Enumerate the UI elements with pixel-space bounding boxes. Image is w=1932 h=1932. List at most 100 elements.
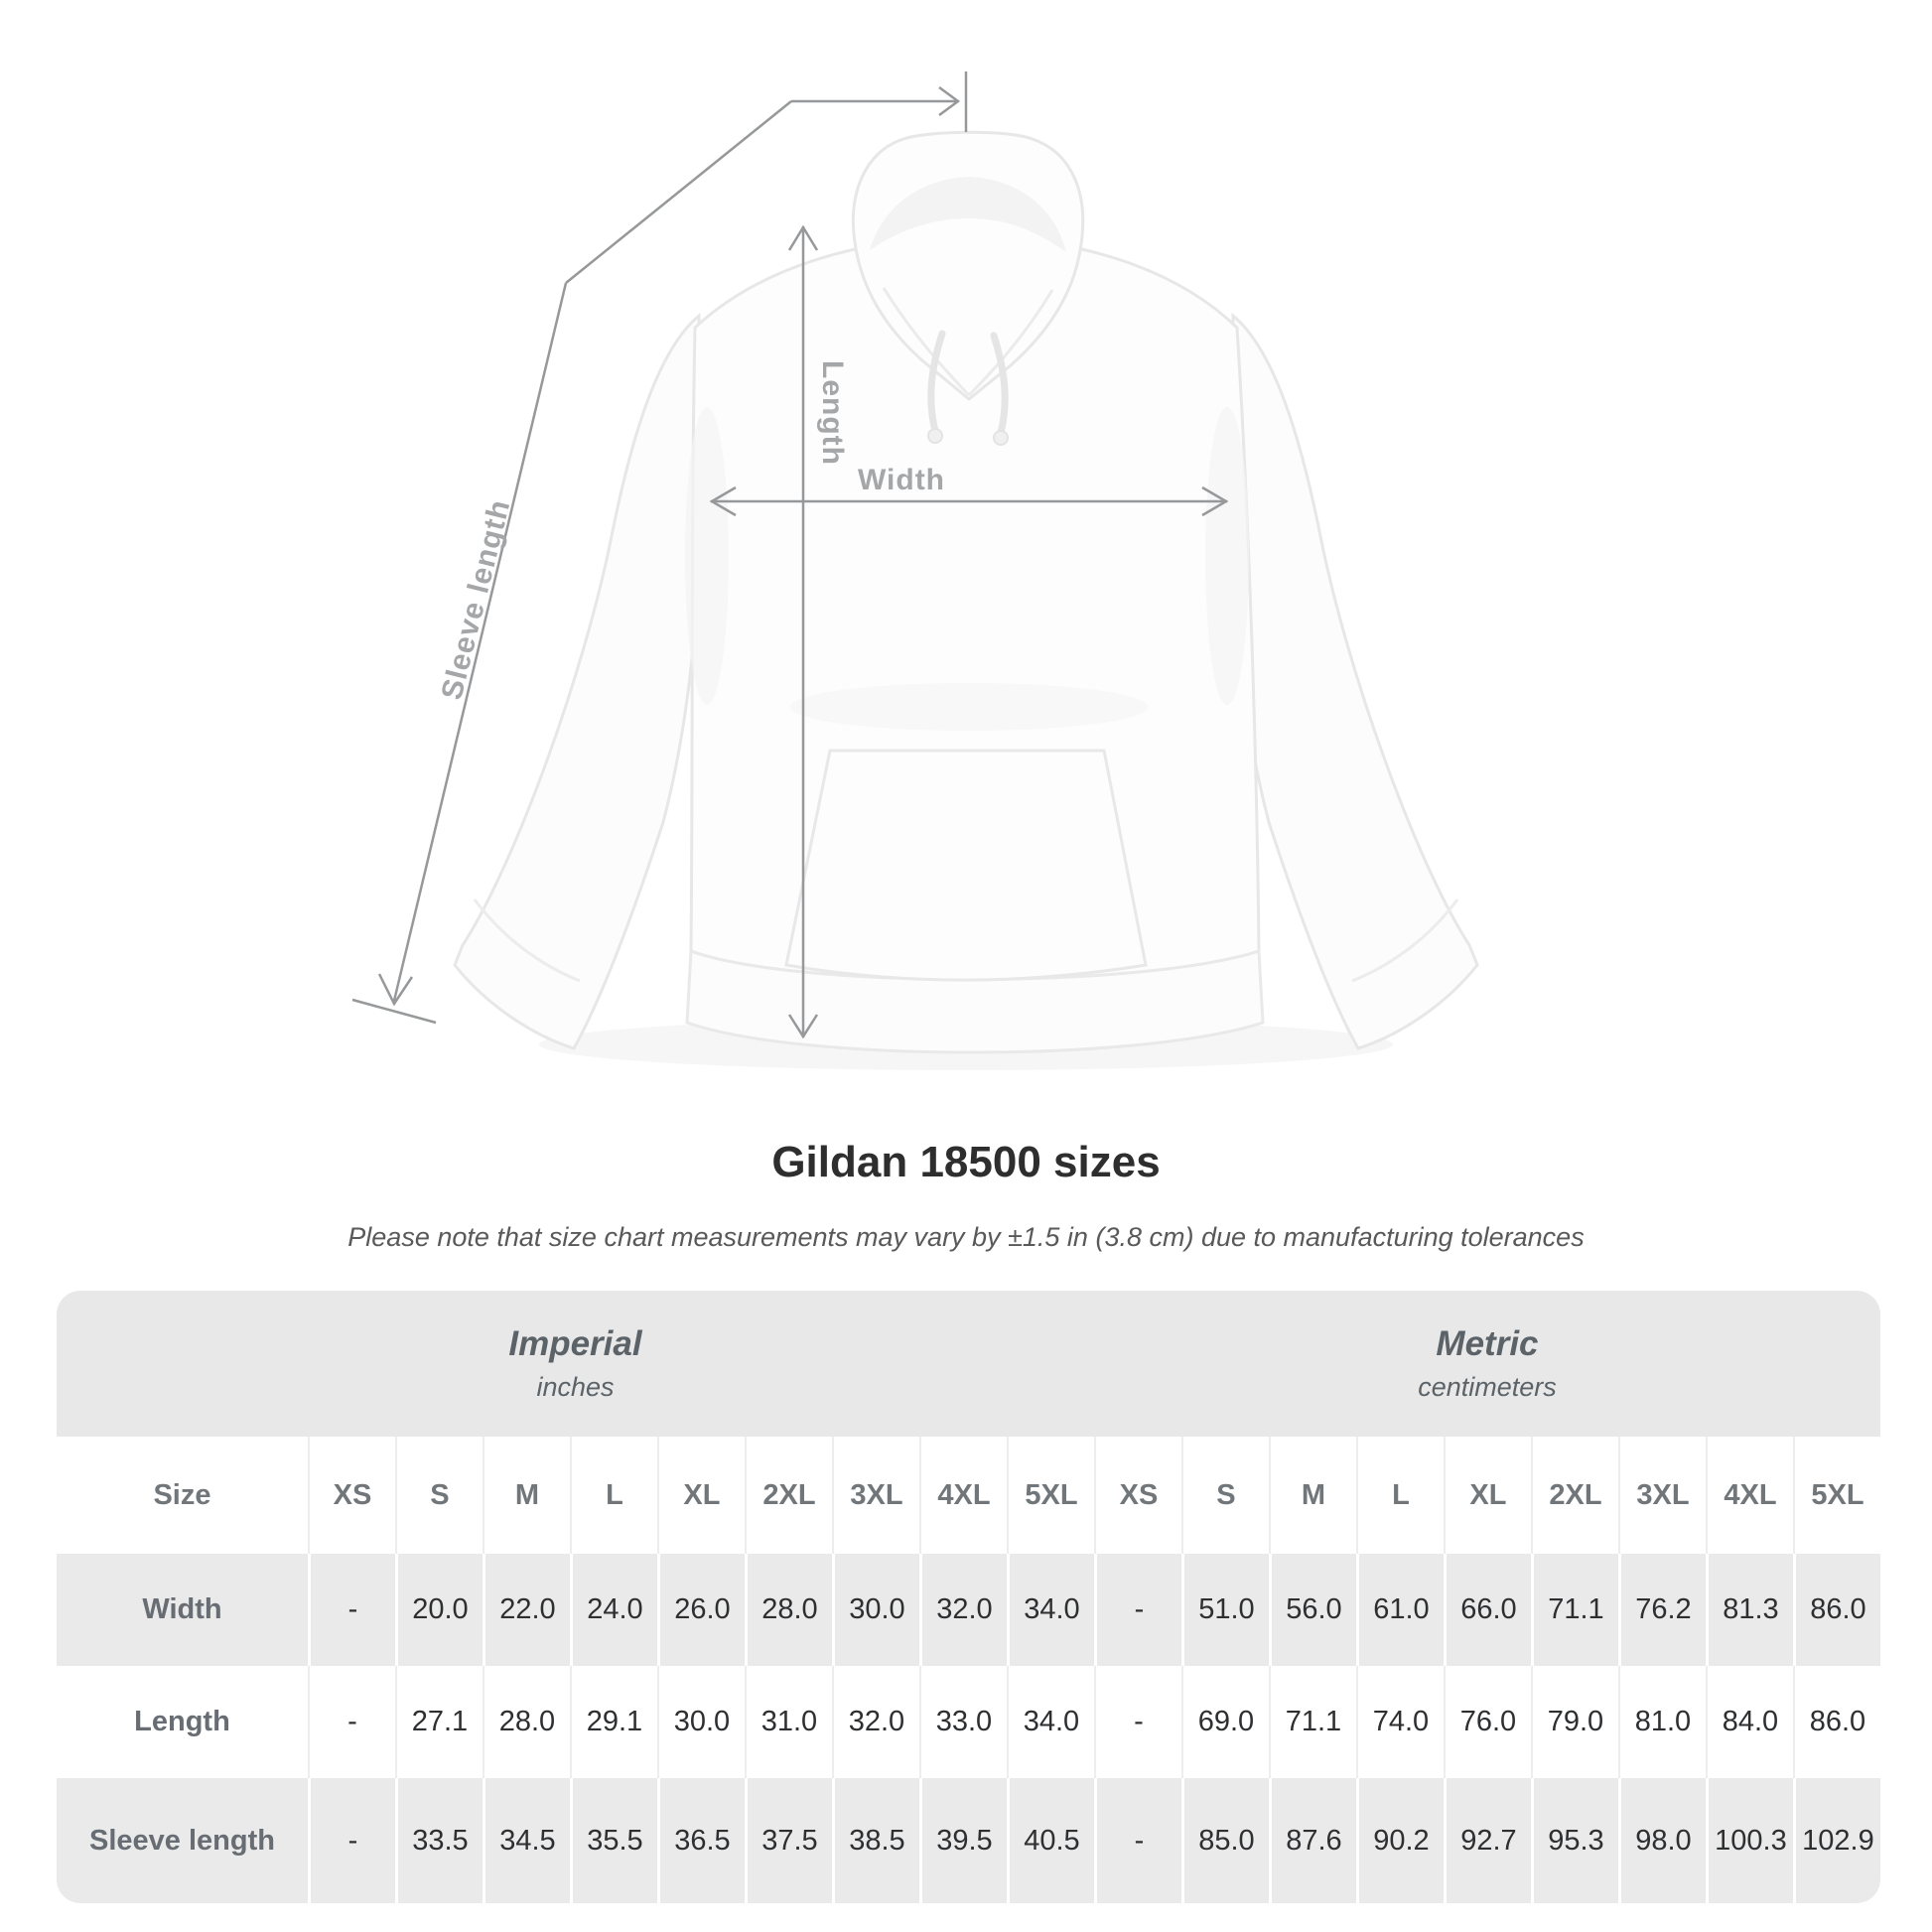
imperial-group-header: Imperial inches xyxy=(57,1291,1094,1437)
tolerance-note: Please note that size chart measurements… xyxy=(347,1222,1585,1252)
value-cell: 39.5 xyxy=(918,1778,1007,1903)
value-cell: 74.0 xyxy=(1355,1666,1444,1778)
size-header-metric-s: S xyxy=(1180,1437,1269,1554)
value-cell: 66.0 xyxy=(1443,1554,1531,1666)
drawstring-left-knot xyxy=(927,428,943,444)
value-cell: 98.0 xyxy=(1617,1778,1706,1903)
size-column-header: Size xyxy=(153,1478,211,1511)
row-label-sleeve-length: Sleeve length xyxy=(88,1824,275,1857)
row-label-width: Width xyxy=(142,1593,222,1625)
hood-opening-shadow xyxy=(870,177,1066,252)
value-cell: 36.5 xyxy=(656,1778,745,1903)
right-cuff-seam xyxy=(1351,898,1459,983)
value-cell: - xyxy=(1093,1554,1181,1666)
page-title: Gildan 18500 sizes xyxy=(771,1138,1161,1186)
value-cell: 86.0 xyxy=(1792,1666,1880,1778)
value-cell: 32.0 xyxy=(831,1666,919,1778)
size-header-imperial-s: S xyxy=(394,1437,483,1554)
length-top-arrowhead xyxy=(787,224,819,251)
value-cell: - xyxy=(307,1666,395,1778)
table-row-length: Length - 27.1 28.0 29.1 30.0 31.0 32.0 3… xyxy=(57,1666,1880,1778)
size-header-imperial-xl: XL xyxy=(656,1437,745,1554)
width-left-arrowhead xyxy=(709,485,737,517)
value-cell: 71.1 xyxy=(1530,1554,1618,1666)
length-label: Length xyxy=(816,360,849,466)
size-header-imperial-5xl: 5XL xyxy=(1006,1437,1094,1554)
size-header-metric-2xl: 2XL xyxy=(1530,1437,1618,1554)
value-cell: 81.0 xyxy=(1617,1666,1706,1778)
value-cell: 24.0 xyxy=(569,1554,657,1666)
value-cell: 32.0 xyxy=(918,1554,1007,1666)
value-cell: - xyxy=(307,1554,395,1666)
width-label: Width xyxy=(857,464,946,496)
measurement-lines xyxy=(351,71,1229,1039)
right-sleeve-shape xyxy=(1230,312,1479,1050)
sleeve-length-bottom-arrowhead xyxy=(377,973,414,1007)
value-cell: 29.1 xyxy=(569,1666,657,1778)
value-cell: 20.0 xyxy=(394,1554,483,1666)
value-cell: - xyxy=(1093,1778,1181,1903)
value-cell: 37.5 xyxy=(744,1778,832,1903)
sleeve-length-right-arrowhead xyxy=(938,85,961,117)
value-cell: 76.0 xyxy=(1443,1666,1531,1778)
size-header-metric-3xl: 3XL xyxy=(1617,1437,1706,1554)
value-cell: 87.6 xyxy=(1268,1778,1356,1903)
drawstring-right-knot xyxy=(993,430,1009,446)
value-cell: 28.0 xyxy=(482,1666,570,1778)
value-cell: 81.3 xyxy=(1705,1554,1793,1666)
value-cell: 92.7 xyxy=(1443,1778,1531,1903)
value-cell: - xyxy=(307,1778,395,1903)
size-header-metric-5xl: 5XL xyxy=(1792,1437,1880,1554)
left-sleeve-shape xyxy=(453,312,702,1050)
metric-group-unit: centimeters xyxy=(1418,1372,1557,1402)
size-table: Imperial inches Metric centimeters Size … xyxy=(57,1291,1880,1903)
hoodie-illustration xyxy=(351,71,1479,1054)
value-cell: 35.5 xyxy=(569,1778,657,1903)
value-cell: 40.5 xyxy=(1006,1778,1094,1903)
value-cell: 22.0 xyxy=(482,1554,570,1666)
size-header-metric-xl: XL xyxy=(1443,1437,1531,1554)
imperial-group-unit: inches xyxy=(536,1372,615,1402)
value-cell: 30.0 xyxy=(831,1554,919,1666)
value-cell: 28.0 xyxy=(744,1554,832,1666)
size-header-metric-4xl: 4XL xyxy=(1705,1437,1793,1554)
value-cell: 38.5 xyxy=(831,1778,919,1903)
value-cell: 34.0 xyxy=(1006,1554,1094,1666)
width-right-arrowhead xyxy=(1201,485,1229,517)
value-cell: 26.0 xyxy=(656,1554,745,1666)
value-cell: 33.0 xyxy=(918,1666,1007,1778)
size-header-metric-xs: XS xyxy=(1093,1437,1181,1554)
value-cell: 79.0 xyxy=(1530,1666,1618,1778)
value-cell: 100.3 xyxy=(1705,1778,1793,1903)
size-header-imperial-3xl: 3XL xyxy=(831,1437,919,1554)
value-cell: 102.9 xyxy=(1792,1778,1880,1903)
size-header-imperial-m: M xyxy=(482,1437,570,1554)
value-cell: 90.2 xyxy=(1355,1778,1444,1903)
size-header-row: Size XS S M L XL 2XL 3XL 4XL 5XL XS S M … xyxy=(57,1437,1880,1554)
measurement-diagram: Sleeve length Length Width xyxy=(351,71,1479,1054)
metric-group-header: Metric centimeters xyxy=(1093,1291,1880,1437)
right-body-shadow xyxy=(1205,407,1249,705)
size-header-metric-m: M xyxy=(1268,1437,1356,1554)
row-label-length: Length xyxy=(134,1706,230,1737)
sleeve-length-arm-line xyxy=(392,282,568,1002)
hood-vneck-right-seam xyxy=(967,289,1054,397)
value-cell: 31.0 xyxy=(744,1666,832,1778)
value-cell: 34.0 xyxy=(1006,1666,1094,1778)
imperial-group-name: Imperial xyxy=(508,1324,642,1363)
size-header-imperial-xs: XS xyxy=(307,1437,395,1554)
value-cell: 95.3 xyxy=(1530,1778,1618,1903)
drawstring-left xyxy=(927,330,946,435)
hood-vneck-left-seam xyxy=(882,287,971,397)
chest-shadow xyxy=(790,683,1148,731)
value-cell: 51.0 xyxy=(1180,1554,1269,1666)
value-cell: 30.0 xyxy=(656,1666,745,1778)
size-header-metric-l: L xyxy=(1355,1437,1444,1554)
size-header-imperial-2xl: 2XL xyxy=(744,1437,832,1554)
size-header-imperial-l: L xyxy=(569,1437,657,1554)
drawstring-right xyxy=(990,332,1009,437)
sleeve-length-shoulder-line xyxy=(565,100,792,284)
value-cell: 27.1 xyxy=(394,1666,483,1778)
value-cell: 61.0 xyxy=(1355,1554,1444,1666)
